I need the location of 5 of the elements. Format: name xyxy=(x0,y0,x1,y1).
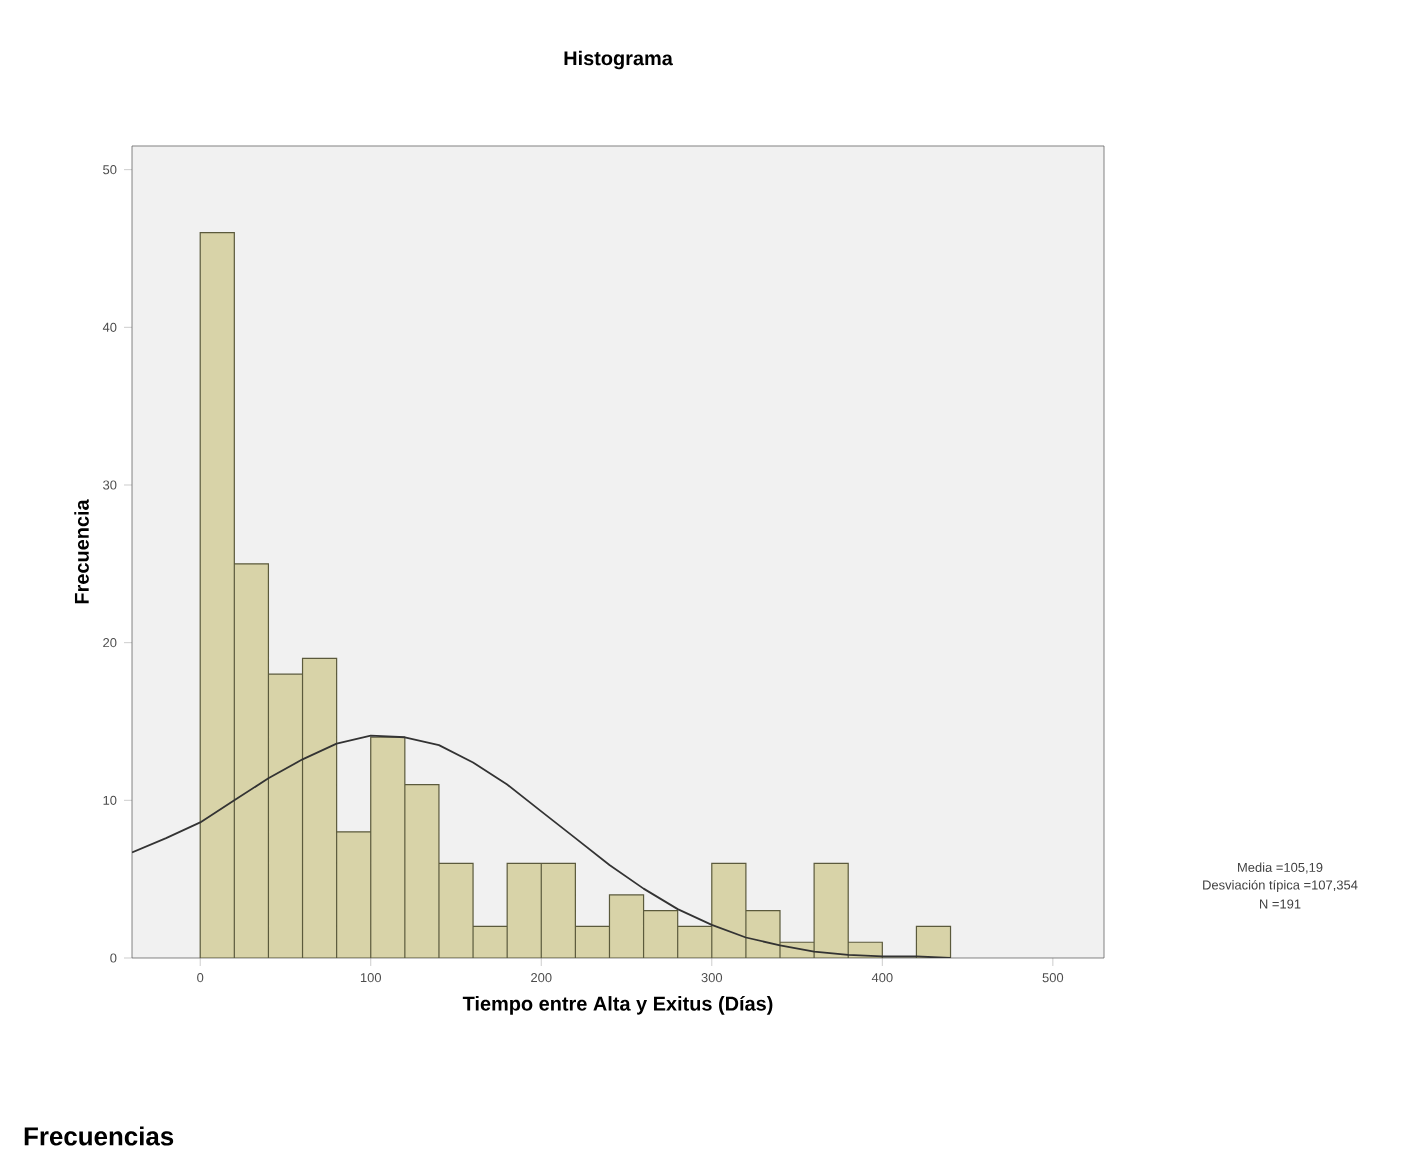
text: Frecuencias xyxy=(24,1126,174,1146)
line-series xyxy=(132,734,952,958)
chart-title: Histograma xyxy=(564,50,673,70)
x-axis-title: Tiempo entre Alta y Exitus (Días) xyxy=(462,995,773,1015)
y-axis-title: Frecuencia xyxy=(74,499,89,604)
